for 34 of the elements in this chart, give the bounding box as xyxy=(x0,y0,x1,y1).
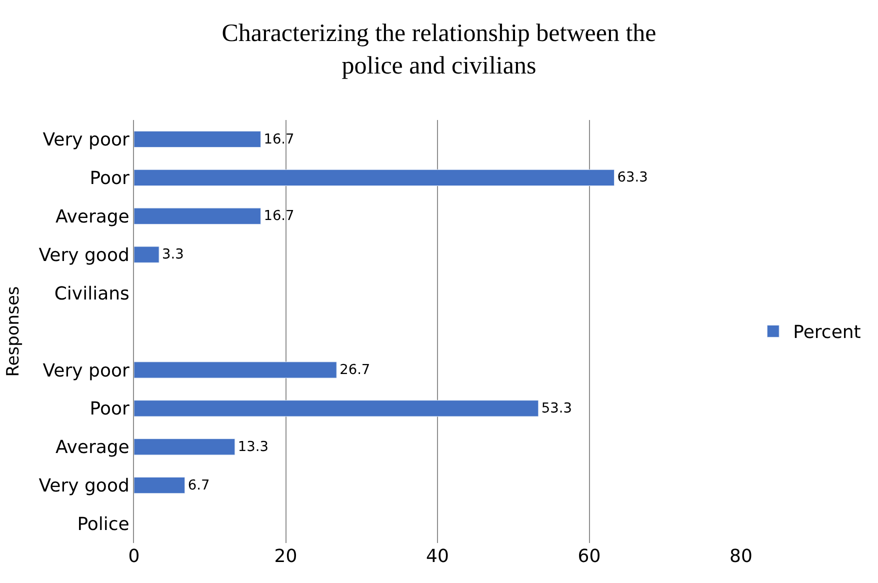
bar xyxy=(134,476,186,494)
y-tick-label: Very poor xyxy=(42,130,130,151)
legend-label: Percent xyxy=(793,322,861,344)
data-label: 3.3 xyxy=(162,246,184,263)
y-tick-label: Very good xyxy=(38,476,130,497)
bar xyxy=(134,246,160,263)
data-label: 13.3 xyxy=(238,438,268,455)
y-tick-label: Poor xyxy=(90,168,130,189)
x-tick-label: 40 xyxy=(426,546,449,567)
x-tick-label: 80 xyxy=(730,546,752,567)
y-tick-label: Police xyxy=(77,514,130,536)
data-label: 53.3 xyxy=(541,400,572,416)
data-label: 6.7 xyxy=(188,477,210,494)
data-label: 16.7 xyxy=(264,131,294,148)
data-label: 63.3 xyxy=(617,170,648,186)
x-tick-label: 0 xyxy=(128,546,140,567)
x-tick-label: 60 xyxy=(578,546,601,567)
y-tick-label: Very poor xyxy=(42,360,130,382)
bar xyxy=(134,400,539,417)
y-tick-label: Poor xyxy=(90,398,130,420)
y-tick-label: Average xyxy=(55,206,130,228)
y-tick-label: Civilians xyxy=(54,283,130,304)
bar xyxy=(134,130,261,148)
y-tick-label: Very good xyxy=(38,244,130,266)
y-axis-title: Responses xyxy=(3,286,24,377)
bar xyxy=(134,362,337,378)
y-tick-label: Average xyxy=(55,437,130,458)
chart-title: Characterizing the relationship between the police and civilians xyxy=(222,20,656,80)
x-tick-label: 20 xyxy=(274,546,298,567)
data-label: 26.7 xyxy=(340,362,370,378)
bar xyxy=(134,438,236,456)
bar xyxy=(134,169,615,186)
bar xyxy=(134,208,261,224)
data-label: 16.7 xyxy=(264,208,294,224)
